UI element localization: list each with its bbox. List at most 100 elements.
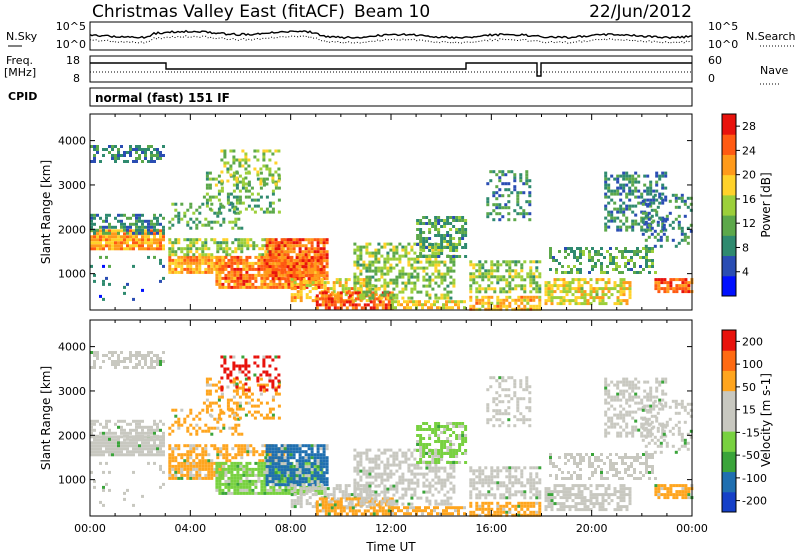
power-cell	[368, 287, 372, 291]
velocity-cell	[192, 467, 196, 471]
power-cell	[93, 273, 96, 277]
velocity-cell	[293, 505, 297, 509]
velocity-cell	[224, 473, 228, 477]
velocity-cell	[341, 493, 345, 497]
power-cell	[259, 171, 263, 175]
power-cell	[245, 270, 249, 274]
power-cell	[410, 245, 414, 249]
power-cell	[245, 279, 249, 283]
power-cell	[665, 238, 669, 242]
power-cell	[242, 258, 246, 262]
velocity-cell	[129, 453, 132, 457]
velocity-cell	[102, 503, 105, 507]
power-cell	[619, 174, 623, 178]
velocity-cell	[105, 419, 108, 423]
velocity-cell	[123, 453, 126, 457]
power-cell	[327, 294, 331, 298]
velocity-cell	[280, 468, 284, 472]
power-cell	[102, 235, 105, 239]
velocity-cell	[108, 453, 111, 457]
velocity-cell	[257, 467, 261, 471]
velocity-cell	[238, 367, 242, 371]
power-cell	[501, 194, 505, 198]
power-cell	[171, 258, 175, 262]
velocity-cell	[214, 383, 218, 387]
power-cell	[634, 204, 638, 208]
velocity-cell	[221, 482, 225, 486]
power-cell	[216, 244, 220, 248]
power-cell	[108, 264, 111, 268]
velocity-cell	[223, 355, 227, 359]
power-cell	[501, 173, 505, 177]
power-cell	[535, 269, 539, 273]
power-cell	[383, 281, 387, 285]
power-cell	[280, 277, 284, 281]
power-cell	[207, 261, 211, 265]
power-cell	[516, 197, 520, 201]
power-cell	[639, 265, 642, 268]
velocity-cell	[318, 497, 322, 501]
velocity-cell	[195, 444, 199, 448]
velocity-cell	[332, 487, 336, 491]
velocity-cell	[313, 453, 317, 457]
velocity-cell	[219, 450, 223, 454]
power-cell	[357, 297, 361, 301]
power-cell	[144, 148, 147, 151]
velocity-cell	[290, 484, 294, 488]
velocity-cell	[341, 496, 345, 500]
power-cell	[132, 247, 135, 251]
power-cell	[298, 247, 302, 251]
power-cell	[280, 250, 284, 254]
velocity-cell	[260, 479, 264, 483]
power-cell	[428, 231, 432, 234]
velocity-cell	[322, 465, 326, 469]
power-cell	[229, 167, 233, 171]
power-cell	[425, 216, 429, 219]
power-cell	[452, 249, 456, 252]
power-cell	[174, 253, 178, 257]
power-cell	[386, 281, 390, 285]
power-cell	[242, 285, 246, 289]
power-cell	[653, 229, 657, 233]
power-cell	[547, 284, 551, 288]
velocity-cell	[99, 450, 102, 454]
velocity-cell	[198, 459, 202, 463]
power-cell	[246, 238, 250, 242]
power-cell	[102, 225, 105, 229]
power-cell	[135, 235, 138, 239]
power-cell	[298, 253, 302, 257]
velocity-cell	[138, 351, 141, 354]
power-cell	[177, 261, 181, 265]
velocity-cell	[138, 447, 141, 451]
velocity-cell	[274, 355, 278, 359]
power-cell	[198, 255, 202, 259]
power-cell	[307, 238, 311, 242]
velocity-cell	[235, 407, 239, 411]
velocity-cell	[237, 417, 241, 421]
power-cell	[141, 148, 144, 151]
power-cell	[559, 299, 563, 303]
velocity-cell	[299, 467, 303, 471]
velocity-cell	[183, 473, 187, 477]
power-cell	[168, 250, 172, 254]
velocity-cell	[171, 453, 175, 457]
power-cell	[304, 238, 308, 242]
power-cell	[99, 160, 102, 163]
power-cell	[616, 228, 620, 232]
power-cell	[409, 300, 412, 304]
power-cell	[535, 260, 539, 264]
power-cell	[634, 189, 638, 193]
power-cell	[628, 177, 632, 181]
power-cell	[180, 250, 184, 254]
velocity-cell	[234, 444, 238, 448]
power-cell	[619, 299, 623, 303]
power-cell	[162, 154, 165, 157]
velocity-cell	[117, 435, 120, 439]
power-cell	[138, 219, 141, 223]
power-cell	[168, 258, 172, 262]
velocity-cell	[90, 441, 93, 445]
power-cell	[398, 254, 402, 258]
velocity-cell	[283, 471, 287, 475]
power-cell	[183, 261, 187, 265]
power-cell	[260, 285, 264, 289]
